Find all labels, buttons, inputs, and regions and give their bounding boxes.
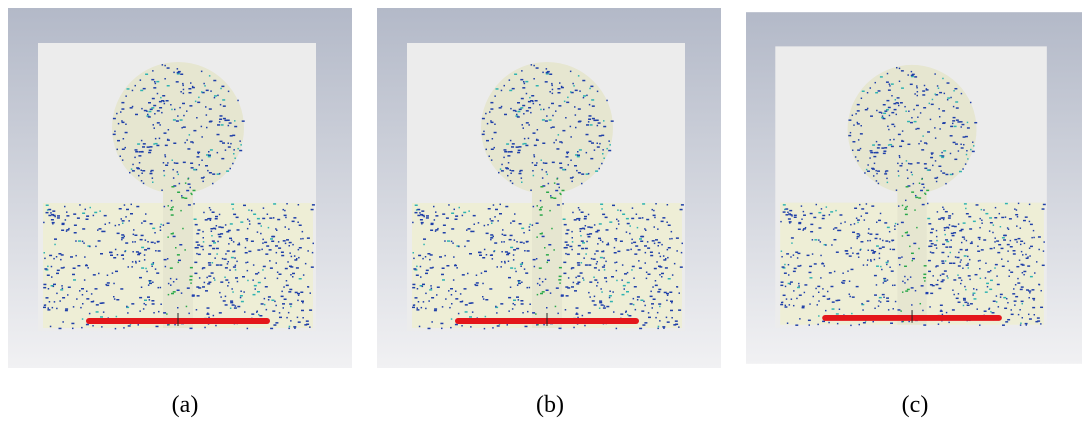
panel-image (746, 12, 1082, 364)
caption: (c) (855, 392, 975, 419)
caption: (a) (125, 392, 245, 419)
panel-image (8, 8, 352, 368)
panel-image (377, 8, 721, 368)
page: {"panels": [{"caption": "(a)"}, {"captio… (0, 0, 1091, 425)
figure (0, 0, 1091, 385)
caption: (b) (490, 392, 610, 419)
